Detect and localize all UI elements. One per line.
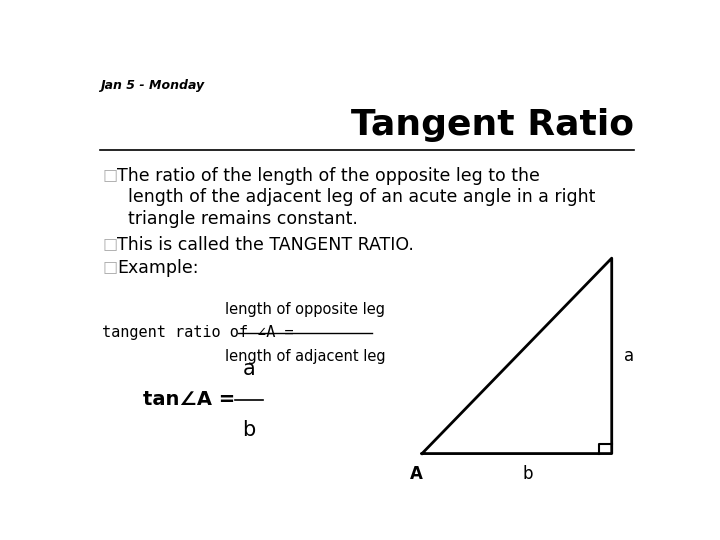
Text: triangle remains constant.: triangle remains constant. — [128, 210, 358, 228]
Text: □: □ — [102, 235, 117, 251]
Text: □: □ — [102, 259, 117, 274]
Text: □: □ — [102, 167, 117, 181]
Text: a: a — [243, 359, 256, 379]
Text: b: b — [523, 465, 534, 483]
Text: tangent ratio of ∠A =: tangent ratio of ∠A = — [102, 326, 294, 341]
Text: Tangent Ratio: Tangent Ratio — [351, 109, 634, 143]
Text: a: a — [624, 347, 634, 365]
Text: A: A — [410, 465, 423, 483]
Text: Jan 5 - Monday: Jan 5 - Monday — [100, 79, 204, 92]
Text: length of opposite leg: length of opposite leg — [225, 302, 384, 317]
Text: The ratio of the length of the opposite leg to the: The ratio of the length of the opposite … — [117, 167, 540, 185]
Text: length of adjacent leg: length of adjacent leg — [225, 349, 385, 364]
Text: tan∠A =: tan∠A = — [143, 390, 235, 409]
Text: length of the adjacent leg of an acute angle in a right: length of the adjacent leg of an acute a… — [128, 188, 595, 206]
Text: Example:: Example: — [117, 259, 198, 278]
Text: This is called the TANGENT RATIO.: This is called the TANGENT RATIO. — [117, 235, 414, 254]
Text: b: b — [243, 420, 256, 440]
